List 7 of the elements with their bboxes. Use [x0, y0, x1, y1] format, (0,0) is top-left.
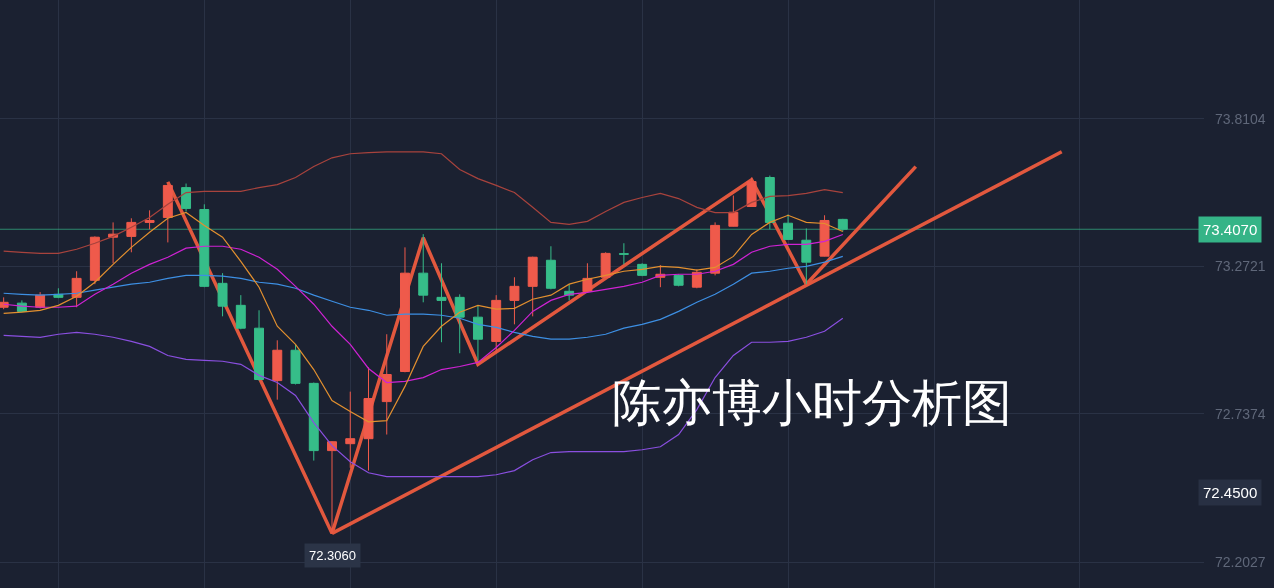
y-tick-label: 73.8104: [1215, 110, 1266, 127]
annotation: 72.3060: [309, 548, 356, 563]
y-tick-label: 73.2721: [1215, 258, 1266, 275]
y-tick-label: 72.2027: [1215, 554, 1266, 571]
annotation: 72.4500: [1203, 484, 1258, 501]
ref-line-label: 73.4070: [1203, 221, 1258, 238]
y-tick-label: 72.7374: [1215, 405, 1266, 422]
